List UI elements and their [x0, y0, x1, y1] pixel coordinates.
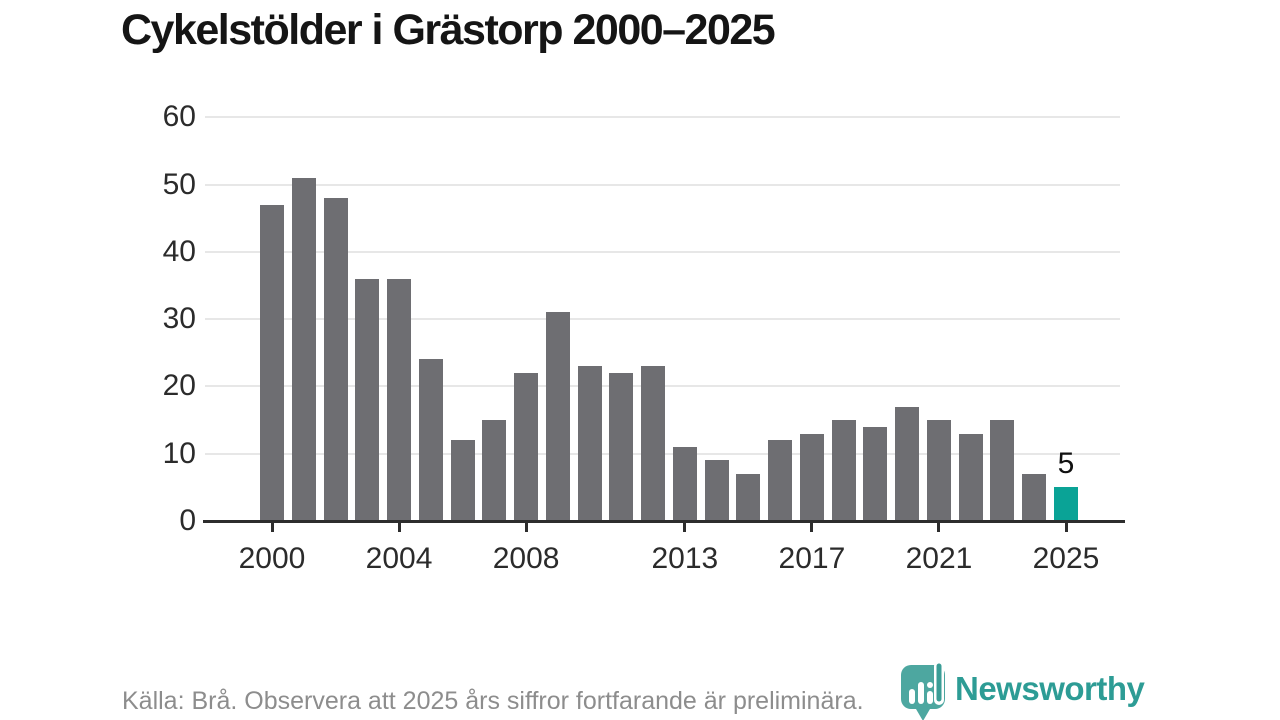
bar-2012 — [641, 366, 666, 521]
x-axis-label-2004: 2004 — [365, 542, 433, 575]
bar-2024 — [1022, 473, 1047, 521]
bar-2000 — [260, 204, 284, 521]
bar-2021 — [926, 420, 951, 521]
newsworthy-logo-text: Newsworthy — [955, 670, 1145, 707]
bar-2022 — [958, 433, 983, 521]
chart-title: Cykelstölder i Grästorp 2000–2025 — [121, 6, 776, 54]
x-axis-label-2021: 2021 — [905, 542, 973, 575]
y-axis-label-40: 40 — [162, 234, 196, 268]
x-tick-2004 — [397, 523, 401, 532]
bar-2020 — [895, 406, 920, 521]
bar-value-label-2025: 5 — [1057, 447, 1075, 481]
bar-2005 — [418, 359, 443, 521]
bar-2025 — [1054, 487, 1078, 521]
bar-2016 — [768, 440, 793, 521]
x-axis-label-2025: 2025 — [1032, 542, 1100, 575]
bar-2003 — [355, 278, 380, 521]
x-axis-label-2017: 2017 — [778, 542, 846, 575]
newsworthy-pin-chart-icon — [901, 661, 945, 720]
x-tick-2013 — [683, 523, 687, 532]
bar-2007 — [482, 420, 507, 521]
source-note: Källa: Brå. Observera att 2025 års siffr… — [122, 687, 864, 715]
x-axis-label-2000: 2000 — [238, 542, 306, 575]
bar-2023 — [990, 420, 1015, 521]
x-tick-2021 — [937, 523, 941, 532]
y-axis-label-50: 50 — [162, 167, 196, 201]
bar-2013 — [672, 446, 697, 521]
x-axis-label-2008: 2008 — [492, 542, 560, 575]
bar-2006 — [450, 440, 475, 521]
bar-2011 — [609, 372, 634, 521]
bar-2019 — [863, 426, 888, 521]
gridline-50 — [205, 183, 1120, 186]
y-axis-label-60: 60 — [162, 100, 196, 134]
y-axis-label-0: 0 — [179, 504, 196, 537]
bar-2002 — [323, 197, 348, 521]
bar-2010 — [577, 366, 602, 521]
x-tick-2000 — [270, 523, 274, 532]
x-tick-2008 — [524, 523, 528, 532]
x-tick-2017 — [810, 523, 814, 532]
gridline-30 — [205, 318, 1120, 321]
y-axis-label-30: 30 — [162, 302, 196, 336]
x-axis-line — [203, 520, 1125, 523]
bar-2001 — [291, 177, 316, 521]
x-axis-label-2013: 2013 — [651, 542, 719, 575]
bar-2014 — [704, 460, 729, 521]
gridline-40 — [205, 250, 1120, 253]
y-axis-label-10: 10 — [162, 436, 196, 470]
bar-2009 — [545, 312, 570, 521]
y-axis-label-20: 20 — [162, 369, 196, 403]
bar-2008 — [514, 372, 539, 521]
bar-2004 — [387, 278, 412, 521]
bar-2015 — [736, 473, 761, 521]
bar-2018 — [831, 420, 856, 521]
newsworthy-logo: Newsworthy — [899, 661, 1159, 720]
x-tick-2025 — [1064, 523, 1068, 532]
gridline-60 — [205, 116, 1120, 119]
bar-2017 — [799, 433, 824, 521]
